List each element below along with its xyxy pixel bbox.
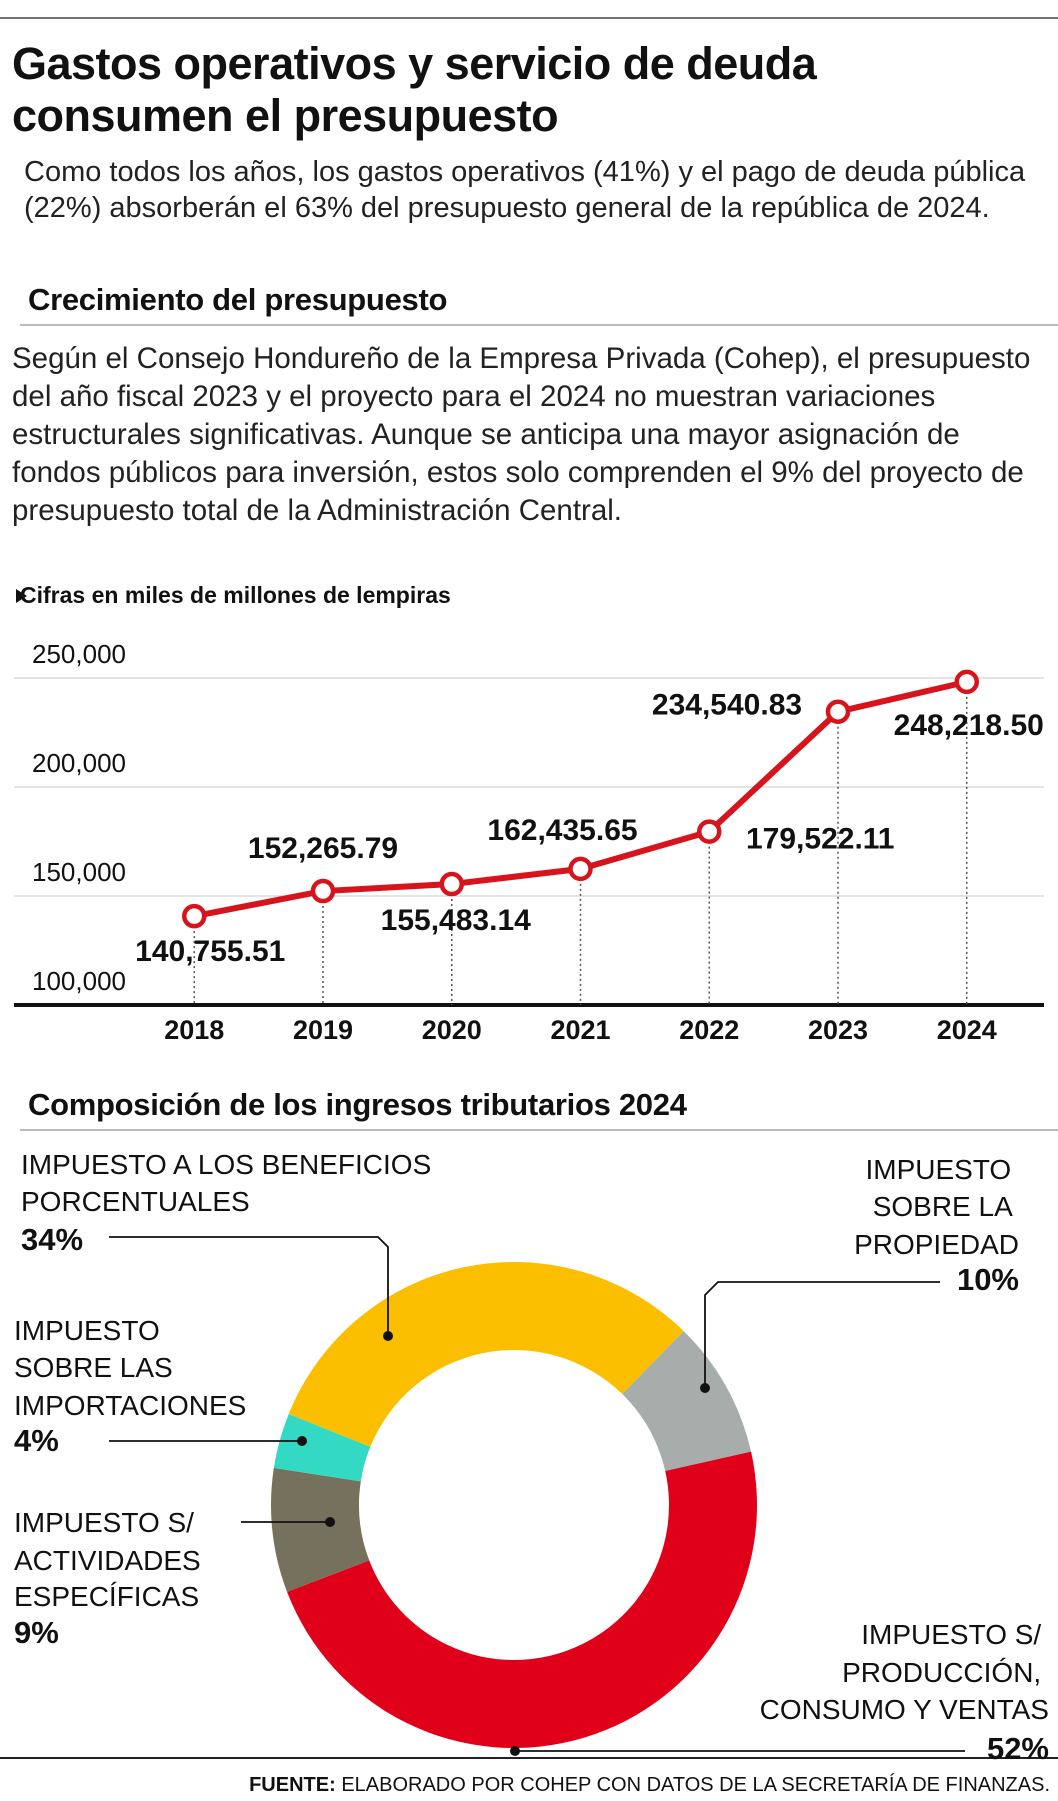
label-line: PRODUCCIÓN, bbox=[842, 1657, 1049, 1688]
source-text: ELABORADO POR COHEP CON DATOS DE LA SECR… bbox=[341, 1774, 1050, 1796]
marker bbox=[182, 903, 207, 929]
label-line: PORCENTUALES bbox=[21, 1186, 250, 1217]
label-line: IMPUESTO S/ bbox=[14, 1507, 202, 1538]
subtitle: Como todos los años, los gastos operativ… bbox=[24, 156, 1026, 224]
section-title: Composición de los ingresos tributarios … bbox=[28, 1087, 687, 1122]
y-tick-label: 250,000 bbox=[32, 639, 126, 669]
percent-label: 4% bbox=[14, 1423, 59, 1458]
data-label: 140,755.51 bbox=[135, 935, 285, 968]
leader-dot bbox=[325, 1517, 335, 1527]
marker bbox=[310, 878, 336, 904]
donut-slice bbox=[273, 1413, 371, 1482]
data-label: 179,522.11 bbox=[746, 823, 895, 856]
y-tick-label: 150,000 bbox=[32, 857, 126, 887]
label-line: CONSUMO Y VENTAS bbox=[760, 1694, 1049, 1725]
marker bbox=[697, 819, 722, 844]
leader-line bbox=[109, 1236, 389, 1336]
x-tick-label: 2018 bbox=[164, 1015, 224, 1045]
title: Gastos operativos y servicio de deuda co… bbox=[12, 38, 817, 141]
category-label: IMPUESTO SOBRE LAS IMPORTACIONES bbox=[14, 1315, 246, 1421]
leader-dot bbox=[383, 1331, 393, 1341]
x-tick-label: 2020 bbox=[422, 1015, 482, 1045]
x-tick-label: 2022 bbox=[679, 1015, 739, 1045]
label-line: IMPORTACIONES bbox=[14, 1390, 246, 1421]
marker bbox=[439, 871, 464, 897]
percent-label: 10% bbox=[957, 1262, 1019, 1297]
label-line: IMPUESTO A LOS BENEFICIOS bbox=[21, 1149, 439, 1180]
label-line: IMPUESTO S/ bbox=[861, 1619, 1049, 1650]
percent-label: 34% bbox=[21, 1222, 83, 1257]
label-line: IMPUESTO bbox=[14, 1315, 168, 1346]
source-label: FUENTE: bbox=[249, 1774, 336, 1796]
label-line: IMPUESTO bbox=[865, 1154, 1019, 1185]
x-tick-label: 2019 bbox=[293, 1015, 353, 1045]
donut-slice bbox=[622, 1331, 752, 1471]
percent-label: 9% bbox=[14, 1615, 59, 1650]
note-arrow bbox=[16, 589, 27, 603]
description: Según el Consejo Hondureño de la Empresa… bbox=[12, 342, 1031, 527]
x-tick-label: 2021 bbox=[550, 1015, 610, 1045]
source: FUENTE: ELABORADO POR COHEP CON DATOS DE… bbox=[249, 1774, 1050, 1797]
category-label: IMPUESTO SOBRE LA PROPIEDAD bbox=[854, 1154, 1019, 1260]
donut-slice bbox=[288, 1262, 684, 1447]
data-label: 234,540.83 bbox=[652, 689, 802, 722]
category-label: IMPUESTO S/ ACTIVIDADES ESPECÍFICAS bbox=[14, 1507, 208, 1612]
unit-note: Cifras en miles de millones de lempiras bbox=[14, 582, 451, 609]
marker bbox=[954, 669, 979, 695]
category-label: IMPUESTO S/ PRODUCCIÓN, CONSUMO Y VENTAS bbox=[760, 1619, 1049, 1725]
y-tick-label: 200,000 bbox=[32, 748, 126, 778]
label-line: PROPIEDAD bbox=[854, 1229, 1019, 1260]
leader-dot bbox=[510, 1746, 520, 1756]
unit-note-text: Cifras en miles de millones de lempiras bbox=[20, 582, 451, 608]
section-title: Crecimiento del presupuesto bbox=[28, 282, 448, 317]
data-label: 248,218.50 bbox=[894, 709, 1044, 742]
marker bbox=[568, 856, 593, 882]
marker bbox=[825, 699, 851, 724]
data-label: 155,483.14 bbox=[381, 904, 531, 937]
label-line: ESPECÍFICAS bbox=[14, 1581, 199, 1612]
label-line: SOBRE LAS bbox=[14, 1352, 181, 1383]
donut-slice bbox=[287, 1451, 757, 1748]
leader-dot bbox=[700, 1383, 710, 1393]
leader-dot bbox=[297, 1436, 307, 1446]
x-tick-label: 2024 bbox=[937, 1015, 997, 1045]
percent-label: 52% bbox=[987, 1731, 1049, 1766]
leader-line bbox=[704, 1281, 940, 1388]
donut-slice bbox=[271, 1467, 370, 1592]
x-tick-label: 2023 bbox=[808, 1015, 868, 1045]
data-label: 162,435.65 bbox=[487, 814, 637, 847]
y-tick-label: 100,000 bbox=[32, 966, 126, 996]
label-line: ACTIVIDADES bbox=[14, 1545, 208, 1576]
label-line: SOBRE LA bbox=[873, 1191, 1019, 1222]
data-label: 152,265.79 bbox=[248, 832, 398, 865]
category-label: IMPUESTO A LOS BENEFICIOS PORCENTUALES bbox=[21, 1149, 439, 1217]
